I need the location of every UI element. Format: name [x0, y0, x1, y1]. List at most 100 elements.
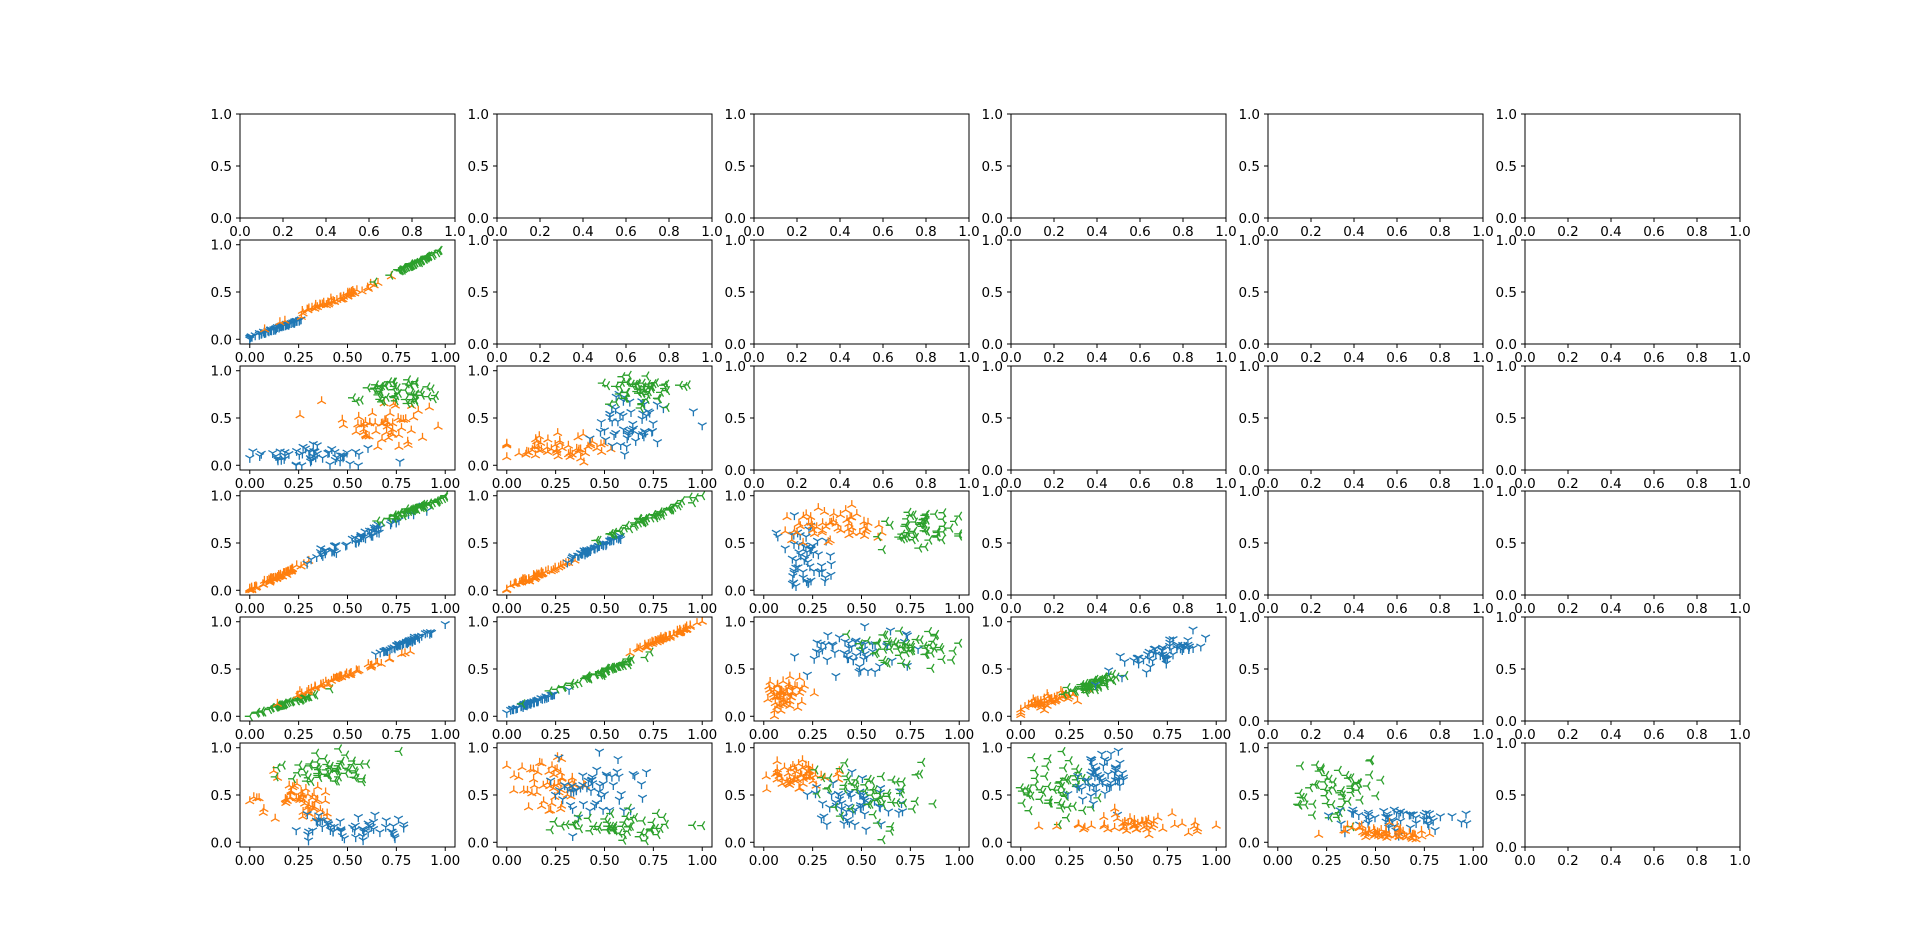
scatter-point-blue — [245, 454, 255, 463]
y-tick-label: 0.5 — [1239, 285, 1260, 301]
x-tick-label: 0.50 — [332, 727, 362, 743]
scatter-point-blue — [621, 443, 632, 452]
scatter-point-blue — [614, 796, 624, 805]
scatter-point-blue — [822, 656, 832, 665]
scatter-point-blue — [619, 807, 629, 816]
scatter-point-green — [662, 385, 671, 396]
scatter-point-blue — [1323, 812, 1334, 821]
scatter-point-orange — [312, 302, 323, 311]
scatter-point-green — [407, 394, 416, 405]
scatter-point-green — [574, 677, 583, 688]
scatter-point-blue — [623, 430, 633, 439]
x-tick-label: 0.6 — [1386, 350, 1407, 366]
scatter-point-orange — [1158, 823, 1168, 832]
scatter-point-blue — [613, 755, 623, 764]
scatter-point-orange — [524, 576, 535, 585]
x-tick-label: 0.50 — [332, 476, 362, 492]
scatter-point-blue — [798, 574, 808, 583]
x-tick-label: 0.6 — [358, 224, 379, 240]
scatter-point-blue — [586, 787, 596, 796]
x-tick-label: 0.50 — [846, 601, 876, 617]
scatter-point-green — [645, 381, 654, 392]
scatter-point-blue — [373, 525, 384, 534]
scatter-point-blue — [1347, 809, 1357, 818]
empty-panel-r3-c4: 0.0 0.2 0.4 0.6 0.8 1.0 0.0 0.5 1.0 — [1239, 484, 1494, 617]
scatter-point-blue — [806, 545, 816, 554]
empty-panel-r0-c2: 0.0 0.2 0.4 0.6 0.8 1.0 0.0 0.5 1.0 — [725, 107, 980, 240]
scatter-point-green — [924, 535, 933, 545]
x-tick-label: 0.0 — [1514, 601, 1535, 617]
scatter-point-blue — [1196, 643, 1206, 652]
scatter-point-green — [937, 654, 946, 665]
y-tick-label: 0.5 — [982, 788, 1003, 804]
x-tick-label: 0.00 — [492, 476, 522, 492]
empty-panel-r4-c5: 0.0 0.2 0.4 0.6 0.8 1.0 0.0 0.5 1.0 — [1496, 610, 1751, 743]
scatter-point-blue — [275, 448, 285, 457]
axes-frame — [1267, 239, 1484, 345]
empty-panel-r0-c0: 0.0 0.2 0.4 0.6 0.8 1.0 0.0 0.5 1.0 — [211, 107, 466, 240]
scatter-point-green — [319, 754, 328, 764]
scatter-point-blue — [440, 620, 450, 629]
scatter-point-green — [675, 380, 684, 390]
x-tick-label: 0.2 — [1557, 853, 1578, 869]
scatter-point-orange — [1086, 820, 1097, 829]
scatter-point-orange — [511, 578, 521, 587]
x-tick-label: 1.0 — [1472, 601, 1493, 617]
x-tick-label: 0.50 — [332, 601, 362, 617]
scatter-point-green — [921, 526, 930, 536]
scatter-point-orange — [309, 790, 319, 799]
y-tick-label: 1.0 — [725, 489, 746, 505]
x-tick-label: 0.6 — [872, 350, 893, 366]
scatter-point-orange — [380, 415, 390, 424]
scatter-point-green — [1062, 813, 1071, 823]
y-tick-label: 0.5 — [1239, 788, 1260, 804]
scatter-point-blue — [350, 448, 361, 457]
x-tick-label: 0.2 — [786, 224, 807, 240]
x-tick-label: 0.25 — [284, 853, 314, 869]
y-tick-label: 0.0 — [211, 211, 232, 227]
scatter-point-green — [321, 765, 330, 775]
scatter-point-green — [887, 775, 896, 785]
scatter-point-orange — [316, 396, 327, 405]
scatter-point-orange — [809, 688, 819, 697]
scatter-panel-r2-c0: 0.00 0.25 0.50 0.75 1.00 0.0 0.5 1.0 — [211, 364, 461, 492]
x-tick-label: 1.00 — [430, 727, 460, 743]
scatter-point-green — [385, 270, 394, 280]
x-tick-label: 0.50 — [589, 476, 619, 492]
scatter-point-green — [405, 259, 414, 270]
y-tick-label: 1.0 — [1239, 610, 1260, 626]
y-tick-label: 0.5 — [468, 159, 489, 175]
scatter-point-green — [617, 377, 626, 388]
y-tick-label: 1.0 — [982, 615, 1003, 631]
x-tick-label: 0.0 — [1257, 224, 1278, 240]
scatter-point-orange — [304, 303, 314, 312]
x-tick-label: 0.2 — [1043, 224, 1064, 240]
scatter-point-blue — [652, 439, 663, 448]
y-tick-label: 1.0 — [982, 359, 1003, 375]
scatter-point-blue — [312, 442, 322, 451]
x-tick-label: 0.6 — [615, 224, 636, 240]
y-tick-label: 0.5 — [982, 159, 1003, 175]
scatter-point-green — [954, 511, 963, 521]
scatter-point-green — [917, 757, 926, 768]
y-tick-label: 0.0 — [468, 337, 489, 353]
scatter-point-orange — [403, 440, 413, 449]
x-tick-label: 0.2 — [1300, 727, 1321, 743]
empty-panel-r5-c5: 0.0 0.2 0.4 0.6 0.8 1.0 0.0 0.5 1.0 — [1496, 736, 1751, 869]
scatter-point-orange — [354, 665, 364, 674]
scatter-point-blue — [826, 560, 836, 569]
x-tick-label: 0.2 — [1557, 601, 1578, 617]
scatter-point-green — [954, 638, 963, 648]
scatter-point-green — [605, 399, 614, 409]
x-tick-label: 1.00 — [944, 727, 974, 743]
scatter-point-green — [910, 796, 919, 806]
scatter-point-green — [650, 510, 659, 521]
x-tick-label: 0.25 — [1055, 853, 1085, 869]
scatter-point-green — [637, 816, 646, 826]
scatter-point-orange — [394, 441, 404, 450]
scatter-point-green — [1054, 798, 1063, 808]
scatter-point-green — [369, 277, 378, 287]
y-tick-label: 0.5 — [1239, 662, 1260, 678]
y-tick-label: 1.0 — [725, 741, 746, 757]
scatter-point-orange — [401, 414, 411, 423]
